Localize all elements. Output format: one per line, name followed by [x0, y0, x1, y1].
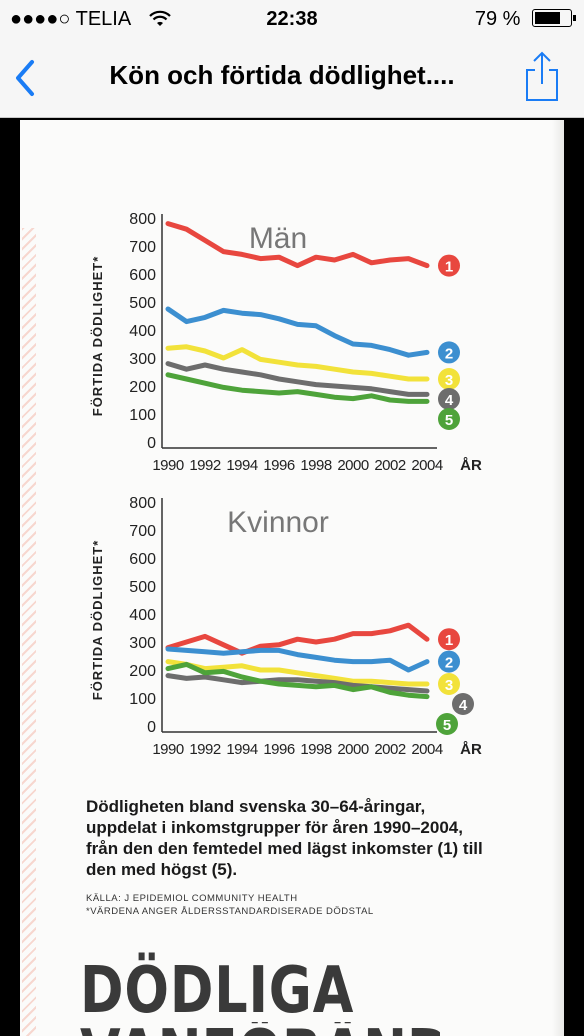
y-axis-label: FÖRTIDA DÖDLIGHET*: [90, 540, 105, 701]
battery-indicator: 79 %: [474, 8, 576, 31]
series-badge-1: [438, 628, 460, 651]
page-title: Kön och förtida dödlighet....: [109, 60, 455, 90]
y-tick-label: 0: [147, 719, 156, 736]
share-icon: [526, 51, 558, 101]
chevron-left-icon: [16, 60, 34, 96]
battery-percent: 79 %: [474, 8, 521, 30]
series-badge-label-3: 3: [445, 372, 453, 389]
series-line-5: [165, 661, 430, 700]
article-headline-continued: VANFÖRÄNDRINGAR: [80, 1022, 440, 1036]
chart-men: 0 100 200 300 400 500 600 700 800 1990 1992 1994 199…: [90, 211, 482, 474]
series-line-1: [165, 622, 430, 656]
series-badge-1: [438, 254, 460, 277]
series-badge-label-1: 1: [445, 259, 453, 276]
series-line-3: [165, 344, 430, 382]
x-tick-label: 2004: [411, 741, 443, 758]
series-badge-label-2: 2: [445, 655, 453, 672]
clock: 22:38: [266, 8, 318, 30]
y-tick-label: 700: [129, 239, 156, 256]
y-tick-label: 500: [129, 579, 156, 596]
x-axis-label: ÅR: [460, 741, 482, 758]
x-tick-label: 1990: [152, 457, 184, 474]
series-badge-label-2: 2: [445, 345, 453, 362]
y-tick-label: 800: [129, 495, 156, 512]
x-axis-label: ÅR: [460, 457, 482, 474]
x-tick-label: 2004: [411, 457, 443, 474]
back-button[interactable]: [8, 56, 48, 100]
y-tick-label: 100: [129, 407, 156, 424]
y-tick-label: 0: [147, 435, 156, 452]
chart-women: 0 100 200 300 400 500 600 700 800 1990 1992 1994 199…: [90, 495, 482, 758]
chart-caption: Dödligheten bland svenska 30–64-åringar,…: [86, 797, 483, 879]
chart-title: Män: [249, 222, 307, 255]
series-line-4: [165, 673, 430, 694]
x-tick-label: 2002: [374, 457, 406, 474]
x-tick-label: 1990: [152, 741, 184, 758]
y-tick-label: 400: [129, 607, 156, 624]
footnote-text: *VÄRDENA ANGER ÅLDERSSTANDARDISERADE DÖD…: [86, 906, 374, 917]
article-headline: DÖDLIGA: [80, 954, 355, 1028]
series-badge-label-4: 4: [445, 392, 454, 409]
series-badge-label-4: 4: [459, 697, 468, 714]
series-badge-5: [438, 408, 460, 430]
source-text: KÄLLA: J EPIDEMIOL COMMUNITY HEALTH: [86, 893, 298, 904]
battery-icon: [532, 9, 576, 27]
x-tick-label: 2002: [374, 741, 406, 758]
x-tick-label: 1996: [263, 457, 295, 474]
y-tick-label: 600: [129, 267, 156, 284]
x-tick-label: 1992: [189, 457, 221, 474]
series-badge-4: [438, 388, 460, 410]
series-badge-2: [438, 341, 460, 364]
x-tick-label: 1998: [300, 457, 332, 474]
series-badge-5: [436, 713, 458, 735]
series-line-4: [165, 361, 430, 397]
series-line-5: [165, 372, 430, 404]
source-note: KÄLLA: J EPIDEMIOL COMMUNITY HEALTH *VÄR…: [86, 892, 506, 918]
x-tick-label: 2000: [337, 457, 369, 474]
x-tick-label: 1996: [263, 741, 295, 758]
share-button[interactable]: [522, 48, 562, 104]
status-bar: ●●●●○ TELIA 22:38 79 %: [0, 0, 584, 38]
y-tick-label: 100: [129, 691, 156, 708]
x-tick-label: 2000: [337, 741, 369, 758]
series-badge-label-5: 5: [445, 412, 453, 429]
y-tick-label: 700: [129, 523, 156, 540]
y-tick-label: 500: [129, 295, 156, 312]
wifi-icon: [149, 10, 171, 26]
series-line-2: [165, 646, 430, 673]
y-tick-label: 200: [129, 663, 156, 680]
y-tick-label: 600: [129, 551, 156, 568]
y-tick-label: 800: [129, 211, 156, 228]
y-tick-label: 300: [129, 351, 156, 368]
series-badge-label-5: 5: [443, 717, 451, 734]
y-axis-label: FÖRTIDA DÖDLIGHET*: [90, 256, 105, 417]
chart-title: Kvinnor: [227, 506, 329, 539]
carrier-label: ●●●●○ TELIA: [10, 8, 132, 30]
series-line-1: [165, 221, 430, 269]
page-edge: [552, 120, 564, 1036]
decorative-hatching: [22, 228, 36, 1036]
x-tick-label: 1992: [189, 741, 221, 758]
series-line-3: [165, 659, 430, 687]
series-badge-3: [438, 673, 460, 695]
navigation-bar: Kön och förtida dödlighet....: [0, 38, 584, 118]
magazine-page: 0 100 200 300 400 500 600 700 800 1990 1992 1994 199…: [20, 120, 564, 1036]
series-badge-4: [452, 693, 474, 715]
series-badge-2: [438, 650, 460, 673]
y-tick-label: 200: [129, 379, 156, 396]
x-tick-label: 1994: [226, 741, 258, 758]
x-tick-label: 1994: [226, 457, 258, 474]
series-line-2: [165, 306, 430, 358]
y-tick-label: 400: [129, 323, 156, 340]
series-badge-label-3: 3: [445, 677, 453, 694]
series-badge-label-1: 1: [445, 632, 453, 649]
y-tick-label: 300: [129, 635, 156, 652]
x-tick-label: 1998: [300, 741, 332, 758]
series-badge-3: [438, 368, 460, 390]
